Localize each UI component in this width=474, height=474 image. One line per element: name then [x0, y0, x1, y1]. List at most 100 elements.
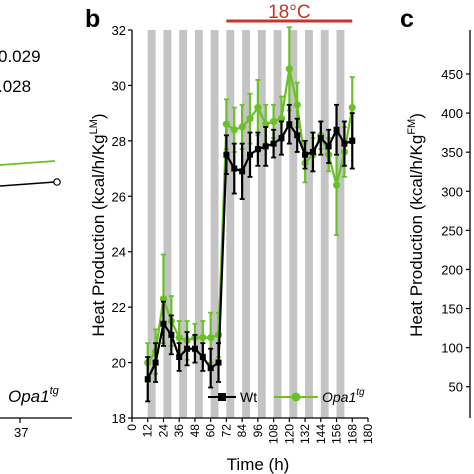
x-tick-label: 12	[141, 424, 155, 438]
data-point	[168, 331, 175, 338]
dark-period-band	[210, 30, 219, 418]
left-panel-fragment: 0.029 .028 Opa1tg 37	[0, 47, 72, 440]
data-point	[270, 140, 277, 147]
left-stat-line-2: .028	[0, 77, 31, 96]
y-tick-label: 30	[112, 78, 126, 93]
x-tick-label: 24	[156, 424, 170, 438]
x-tick-label: 132	[298, 424, 312, 444]
data-point	[246, 115, 254, 123]
left-green-line	[0, 160, 56, 166]
panel-c-y-tick-label: 450	[441, 67, 463, 82]
legend-opa1-marker	[291, 392, 301, 402]
data-point	[184, 345, 191, 352]
data-point	[348, 104, 356, 112]
panel-c-y-tick-label: 300	[441, 184, 463, 199]
data-point	[332, 181, 341, 189]
data-point	[278, 135, 285, 142]
data-point	[152, 359, 159, 366]
y-tick-label: 18	[112, 411, 126, 426]
panel-c-y-tick-label: 400	[441, 106, 463, 121]
y-axis-title: Heat Production (kcal/h/KgLM)	[88, 113, 108, 336]
x-tick-label: 144	[314, 424, 328, 444]
panel-b: b 18°C 0 12 24 36 48 60 72 84 96 108 120 132 144 156 1…	[85, 2, 375, 474]
data-point	[199, 354, 206, 361]
panel-c-y-tick-label: 50	[449, 380, 463, 395]
x-tick-label: 96	[251, 424, 265, 438]
left-black-line	[0, 181, 56, 187]
x-tick-label: 60	[204, 424, 218, 438]
data-point	[230, 126, 238, 134]
y-tick-label: 28	[112, 134, 126, 149]
left-open-marker	[53, 178, 61, 186]
dark-period-band	[257, 30, 266, 418]
temperature-label: 18°C	[268, 2, 310, 23]
x-tick-label: 168	[345, 424, 359, 444]
data-point	[191, 345, 198, 352]
x-ticks: 0 12 24 36 48 60 72 84 96 108 120 132 144 156 168 180	[125, 418, 375, 444]
data-point	[309, 148, 316, 155]
y-tick-label: 24	[112, 245, 126, 260]
data-point	[175, 334, 183, 342]
y-tick-label: 32	[112, 23, 126, 38]
data-point	[317, 135, 324, 142]
legend-opa1-label: Opa1tg	[322, 387, 365, 405]
data-point	[286, 121, 293, 128]
x-tick-label: 84	[235, 424, 249, 438]
data-point	[270, 117, 278, 126]
data-point	[223, 151, 230, 158]
dark-period-bands	[147, 30, 345, 418]
data-point	[277, 115, 286, 123]
dark-period-band	[242, 30, 250, 418]
y-tick-label: 26	[112, 189, 126, 204]
series-wt	[144, 103, 356, 403]
data-point	[302, 151, 309, 158]
panel-c-fragment: c Heat Production (kcal/h/KgFM) 450 400 35…	[400, 5, 471, 418]
data-point	[222, 120, 230, 128]
data-point	[199, 334, 207, 342]
x-tick-label: 72	[219, 424, 233, 438]
dark-period-band	[194, 30, 203, 418]
data-point	[262, 143, 269, 150]
dark-period-band	[226, 30, 235, 418]
data-point	[349, 137, 356, 144]
left-stat-line-1: 0.029	[0, 47, 41, 66]
x-tick-label: 120	[282, 424, 296, 444]
data-point	[341, 140, 348, 147]
data-point	[231, 165, 238, 172]
data-point	[176, 354, 183, 361]
data-point	[325, 143, 332, 150]
x-tick-label: 48	[188, 424, 202, 438]
data-point	[254, 146, 261, 153]
legend: Wt Opa1tg	[208, 387, 365, 405]
data-point	[215, 359, 222, 366]
dark-period-band	[336, 30, 345, 418]
data-point	[247, 151, 253, 158]
dark-period-band	[273, 30, 282, 418]
data-point	[254, 104, 262, 112]
y-tick-label: 22	[112, 300, 126, 315]
dark-period-band	[163, 30, 172, 418]
data-point	[285, 65, 293, 73]
axes	[131, 30, 368, 419]
dark-period-band	[289, 30, 298, 418]
x-tick-label: 108	[267, 424, 281, 444]
legend-wt-marker	[218, 393, 226, 401]
panel-c-y-tick-label: 200	[441, 262, 463, 277]
panel-c-y-tick-label: 100	[441, 341, 463, 356]
dark-period-band	[179, 30, 188, 418]
panel-c-y-ticks: 450 400 350 300 250 200 150 100 50	[441, 67, 470, 395]
x-tick-label: 180	[361, 424, 375, 444]
x-tick-label: 0	[125, 424, 139, 431]
panel-c-y-tick-label: 250	[441, 223, 463, 238]
panel-c-y-tick-label: 150	[441, 302, 463, 317]
dark-period-band	[147, 30, 156, 418]
panel-c-y-tick-label: 350	[441, 145, 463, 160]
data-point	[160, 320, 167, 327]
panel-c-y-axis-title: Heat Production (kcal/h/KgFM)	[406, 113, 426, 337]
data-point	[293, 101, 301, 109]
data-point	[294, 132, 301, 139]
left-x-tick-label: 37	[14, 425, 28, 440]
dark-period-band	[320, 30, 329, 418]
data-point	[207, 365, 214, 372]
